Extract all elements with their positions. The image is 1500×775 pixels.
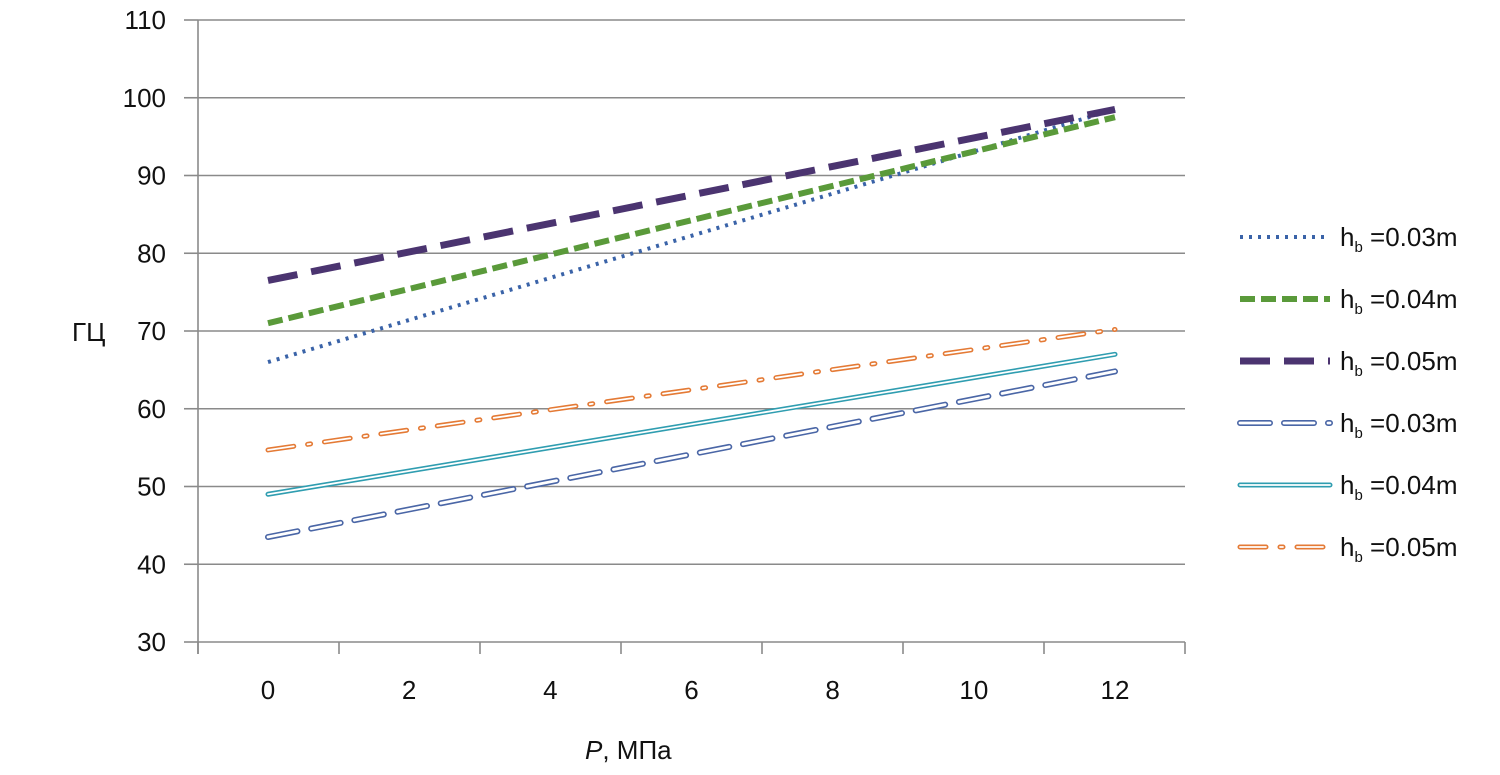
legend-label: hb =0.05m xyxy=(1340,532,1457,566)
series-line-inner xyxy=(266,370,1117,539)
legend-label-value: =0.04m xyxy=(1363,470,1458,500)
legend-label-name: h xyxy=(1340,470,1354,500)
x-axis-title-unit: , МПа xyxy=(602,735,672,765)
x-tick-label: 10 xyxy=(959,675,988,705)
legend-item: hb =0.03m xyxy=(1240,222,1457,256)
legend-label-name: h xyxy=(1340,532,1354,562)
legend-label: hb =0.04m xyxy=(1340,284,1457,318)
legend-label: hb =0.03m xyxy=(1340,408,1457,442)
series-2 xyxy=(267,114,1116,327)
legend-item: hb =0.04m xyxy=(1240,284,1457,318)
y-tick-label: 70 xyxy=(137,316,166,346)
series-4 xyxy=(265,368,1118,541)
x-axis-title-italic: P xyxy=(585,735,603,765)
x-tick-label: 4 xyxy=(543,675,557,705)
legend-label-value: =0.04m xyxy=(1363,284,1458,314)
y-tick-label: 90 xyxy=(137,161,166,191)
legend-label-value: =0.05m xyxy=(1363,346,1458,376)
legend-label-name: h xyxy=(1340,284,1354,314)
x-axis-title: P, МПа xyxy=(585,735,672,765)
legend-label-sub: b xyxy=(1354,301,1362,318)
x-tick-label: 6 xyxy=(684,675,698,705)
x-tick-label: 0 xyxy=(261,675,275,705)
y-tick-label: 100 xyxy=(123,83,166,113)
y-axis-title: ГЦ xyxy=(72,317,105,347)
series-5 xyxy=(265,351,1118,497)
legend-label-name: h xyxy=(1340,346,1354,376)
legend-label-name: h xyxy=(1340,222,1354,252)
y-tick-label: 110 xyxy=(125,5,166,35)
series-1 xyxy=(267,107,1116,365)
legend-label-name: h xyxy=(1340,408,1354,438)
legend-label-sub: b xyxy=(1354,549,1362,566)
legend-item: hb =0.04m xyxy=(1237,470,1457,504)
legend-label-sub: b xyxy=(1354,239,1362,256)
series-line xyxy=(267,107,1116,365)
series-3 xyxy=(267,105,1116,284)
x-tick-label: 8 xyxy=(825,675,839,705)
legend-label-value: =0.05m xyxy=(1363,532,1458,562)
series-line xyxy=(267,114,1116,327)
legend-label: hb =0.03m xyxy=(1340,222,1457,256)
y-tick-label: 40 xyxy=(137,549,166,579)
y-tick-label: 60 xyxy=(137,394,166,424)
legend-label-sub: b xyxy=(1354,425,1362,442)
series-6 xyxy=(265,326,1118,453)
legend-label-sub: b xyxy=(1354,363,1362,380)
x-tick-labels: 0 2 4 6 8 10 12 xyxy=(261,675,1130,705)
series-lines xyxy=(265,105,1118,541)
series-line-inner xyxy=(267,353,1116,496)
series-line-inner xyxy=(267,328,1116,451)
y-tick-label: 50 xyxy=(137,472,166,502)
y-tick-labels: 30 40 50 60 70 80 90 100 110 xyxy=(123,5,166,657)
y-tick-label: 30 xyxy=(137,627,166,657)
gridlines xyxy=(198,19,1185,643)
legend-label: hb =0.04m xyxy=(1340,470,1457,504)
x-tick-label: 2 xyxy=(402,675,416,705)
legend-label-value: =0.03m xyxy=(1363,222,1458,252)
legend-item: hb =0.05m xyxy=(1240,346,1457,380)
legend-label-sub: b xyxy=(1354,487,1362,504)
legend-item: hb =0.03m xyxy=(1237,408,1457,442)
series-line xyxy=(267,105,1116,284)
axes xyxy=(184,19,1186,654)
y-tick-label: 80 xyxy=(137,238,166,268)
legend-label-value: =0.03m xyxy=(1363,408,1458,438)
legend-label: hb =0.05m xyxy=(1340,346,1457,380)
legend-item: hb =0.05m xyxy=(1237,532,1457,566)
x-tick-label: 12 xyxy=(1101,675,1130,705)
